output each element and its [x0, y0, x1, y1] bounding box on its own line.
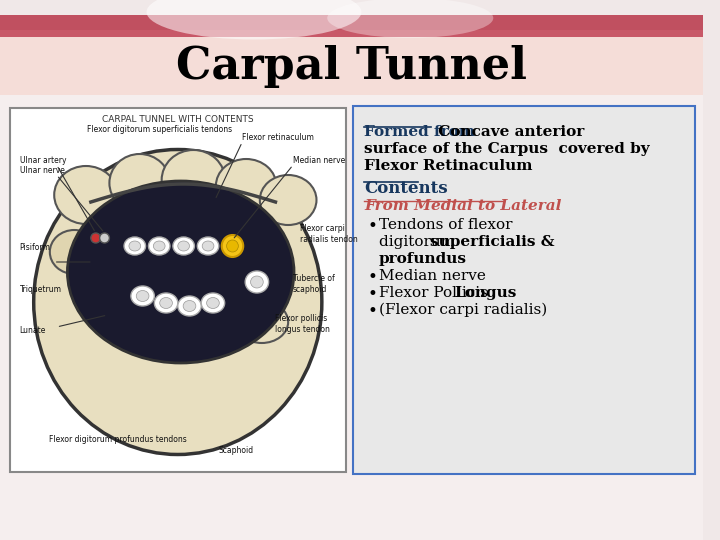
Ellipse shape	[147, 0, 361, 39]
Text: digitorum: digitorum	[379, 235, 460, 249]
Text: Median nerve: Median nerve	[379, 269, 486, 283]
Text: Pisiform: Pisiform	[19, 243, 50, 252]
Text: Median nerve: Median nerve	[293, 156, 346, 165]
Text: Longus: Longus	[454, 286, 516, 300]
Text: Flexor Pollicis: Flexor Pollicis	[379, 286, 492, 300]
Text: •: •	[367, 269, 377, 286]
Text: Flexor pollicis
longus tendon: Flexor pollicis longus tendon	[276, 314, 330, 334]
Text: profundus: profundus	[379, 252, 467, 266]
Ellipse shape	[131, 286, 154, 306]
Ellipse shape	[148, 237, 170, 255]
Text: Flexor carpi
radialis tendon: Flexor carpi radialis tendon	[300, 224, 358, 244]
Text: (Flexor carpi radialis): (Flexor carpi radialis)	[379, 303, 547, 318]
Ellipse shape	[91, 233, 101, 243]
Ellipse shape	[160, 298, 172, 308]
Text: Formed from: Formed from	[364, 125, 475, 139]
Ellipse shape	[260, 175, 317, 225]
Text: Contents: Contents	[364, 180, 448, 197]
Ellipse shape	[173, 237, 194, 255]
FancyBboxPatch shape	[0, 75, 703, 90]
Ellipse shape	[327, 0, 493, 38]
Ellipse shape	[178, 241, 189, 251]
Ellipse shape	[162, 150, 225, 210]
Ellipse shape	[54, 166, 117, 224]
Ellipse shape	[34, 150, 322, 455]
Ellipse shape	[202, 241, 214, 251]
Ellipse shape	[136, 291, 149, 301]
Ellipse shape	[207, 298, 220, 308]
Text: From Medial to Lateral: From Medial to Lateral	[364, 199, 562, 213]
Ellipse shape	[178, 296, 201, 316]
Ellipse shape	[50, 230, 99, 274]
FancyBboxPatch shape	[0, 45, 703, 60]
Ellipse shape	[154, 293, 178, 313]
Ellipse shape	[216, 159, 276, 213]
Text: CARPAL TUNNEL WITH CONTENTS: CARPAL TUNNEL WITH CONTENTS	[102, 116, 253, 125]
FancyBboxPatch shape	[0, 95, 703, 540]
Text: Concave anterior: Concave anterior	[433, 125, 584, 139]
Ellipse shape	[246, 271, 269, 293]
FancyBboxPatch shape	[0, 37, 703, 95]
FancyBboxPatch shape	[10, 108, 346, 472]
FancyBboxPatch shape	[0, 15, 703, 30]
FancyBboxPatch shape	[353, 106, 695, 474]
Text: •: •	[367, 286, 377, 303]
Ellipse shape	[201, 293, 225, 313]
Ellipse shape	[99, 233, 109, 243]
Ellipse shape	[109, 154, 170, 212]
Text: Triquetrum: Triquetrum	[19, 285, 61, 294]
Ellipse shape	[251, 276, 264, 288]
Text: Carpal Tunnel: Carpal Tunnel	[176, 44, 527, 87]
Text: Tendons of flexor: Tendons of flexor	[379, 218, 513, 232]
Text: Flexor digitorum profundus tendons: Flexor digitorum profundus tendons	[49, 435, 186, 444]
Text: Ulnar artery: Ulnar artery	[19, 156, 66, 165]
Ellipse shape	[124, 237, 145, 255]
Text: Ulnar nerve: Ulnar nerve	[19, 166, 64, 175]
Text: Flexor digitorum superficialis tendons: Flexor digitorum superficialis tendons	[86, 125, 232, 134]
Text: Scaphoid: Scaphoid	[219, 446, 254, 455]
Ellipse shape	[222, 235, 243, 257]
Ellipse shape	[183, 300, 196, 312]
Text: Flexor retinaculum: Flexor retinaculum	[242, 133, 314, 142]
Text: Flexor Retinaculum: Flexor Retinaculum	[364, 159, 533, 173]
Text: Lunate: Lunate	[19, 326, 46, 335]
FancyBboxPatch shape	[0, 60, 703, 75]
Ellipse shape	[197, 237, 219, 255]
Ellipse shape	[153, 241, 165, 251]
Text: surface of the Carpus  covered by: surface of the Carpus covered by	[364, 142, 650, 156]
Text: •: •	[367, 218, 377, 235]
Ellipse shape	[235, 301, 288, 343]
Ellipse shape	[129, 241, 140, 251]
Text: superficialis &: superficialis &	[430, 235, 554, 249]
Text: Tubercle of
scaphoid: Tubercle of scaphoid	[293, 274, 335, 294]
FancyBboxPatch shape	[0, 30, 703, 45]
Text: •: •	[367, 303, 377, 320]
Ellipse shape	[68, 181, 294, 363]
Ellipse shape	[227, 240, 238, 252]
